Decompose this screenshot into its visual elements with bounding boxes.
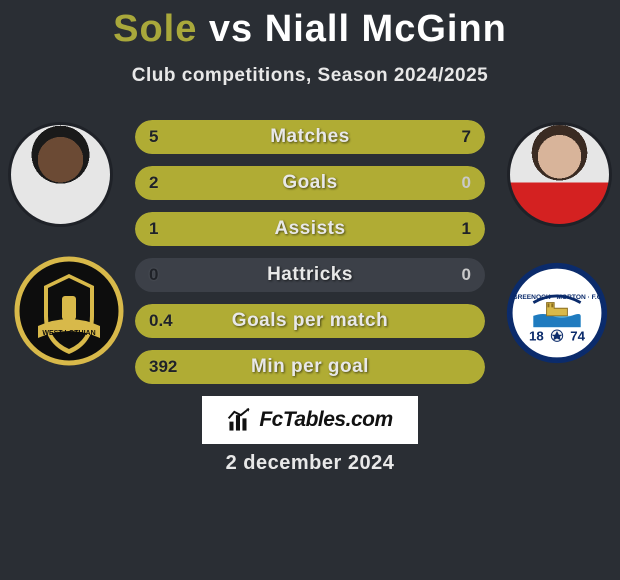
stat-row: 11Assists bbox=[135, 212, 485, 246]
stat-label: Assists bbox=[135, 212, 485, 246]
svg-text:74: 74 bbox=[570, 328, 585, 343]
subtitle: Club competitions, Season 2024/2025 bbox=[0, 65, 620, 87]
svg-text:WEST LOTHIAN: WEST LOTHIAN bbox=[42, 330, 95, 337]
avatar-placeholder bbox=[11, 125, 110, 224]
player1-club-crest: WEST LOTHIAN bbox=[14, 256, 124, 366]
vs-text: vs bbox=[209, 8, 253, 50]
stat-row: 20Goals bbox=[135, 166, 485, 200]
svg-text:18: 18 bbox=[529, 328, 544, 343]
stat-label: Goals bbox=[135, 166, 485, 200]
stat-label: Min per goal bbox=[135, 350, 485, 384]
player2-avatar bbox=[507, 122, 612, 227]
stat-row: 0.4Goals per match bbox=[135, 304, 485, 338]
stat-label: Goals per match bbox=[135, 304, 485, 338]
date-text: 2 december 2024 bbox=[0, 452, 620, 475]
stat-row: 00Hattricks bbox=[135, 258, 485, 292]
stat-row: 392Min per goal bbox=[135, 350, 485, 384]
page-title: Sole vs Niall McGinn bbox=[0, 0, 620, 51]
svg-text:GREENOCK · MORTON · F.C: GREENOCK · MORTON · F.C bbox=[512, 294, 601, 301]
stats-container: 57Matches 20Goals 11Assists 00Hattricks 0.4G… bbox=[135, 120, 485, 396]
chart-icon bbox=[227, 407, 253, 433]
comparison-card: Sole vs Niall McGinn Club competitions, … bbox=[0, 0, 620, 580]
player1-name: Sole bbox=[113, 8, 197, 50]
player2-name: Niall McGinn bbox=[265, 8, 507, 50]
stat-label: Hattricks bbox=[135, 258, 485, 292]
stat-row: 57Matches bbox=[135, 120, 485, 154]
stat-label: Matches bbox=[135, 120, 485, 154]
player1-avatar bbox=[8, 122, 113, 227]
brand-text: FcTables.com bbox=[259, 408, 392, 432]
avatar-placeholder bbox=[510, 125, 609, 224]
crest-svg: GREENOCK · MORTON · F.C 18 74 bbox=[505, 261, 609, 365]
crest-svg: WEST LOTHIAN bbox=[14, 256, 124, 366]
brand-badge: FcTables.com bbox=[202, 396, 418, 444]
player2-club-crest: GREENOCK · MORTON · F.C 18 74 bbox=[502, 258, 612, 368]
